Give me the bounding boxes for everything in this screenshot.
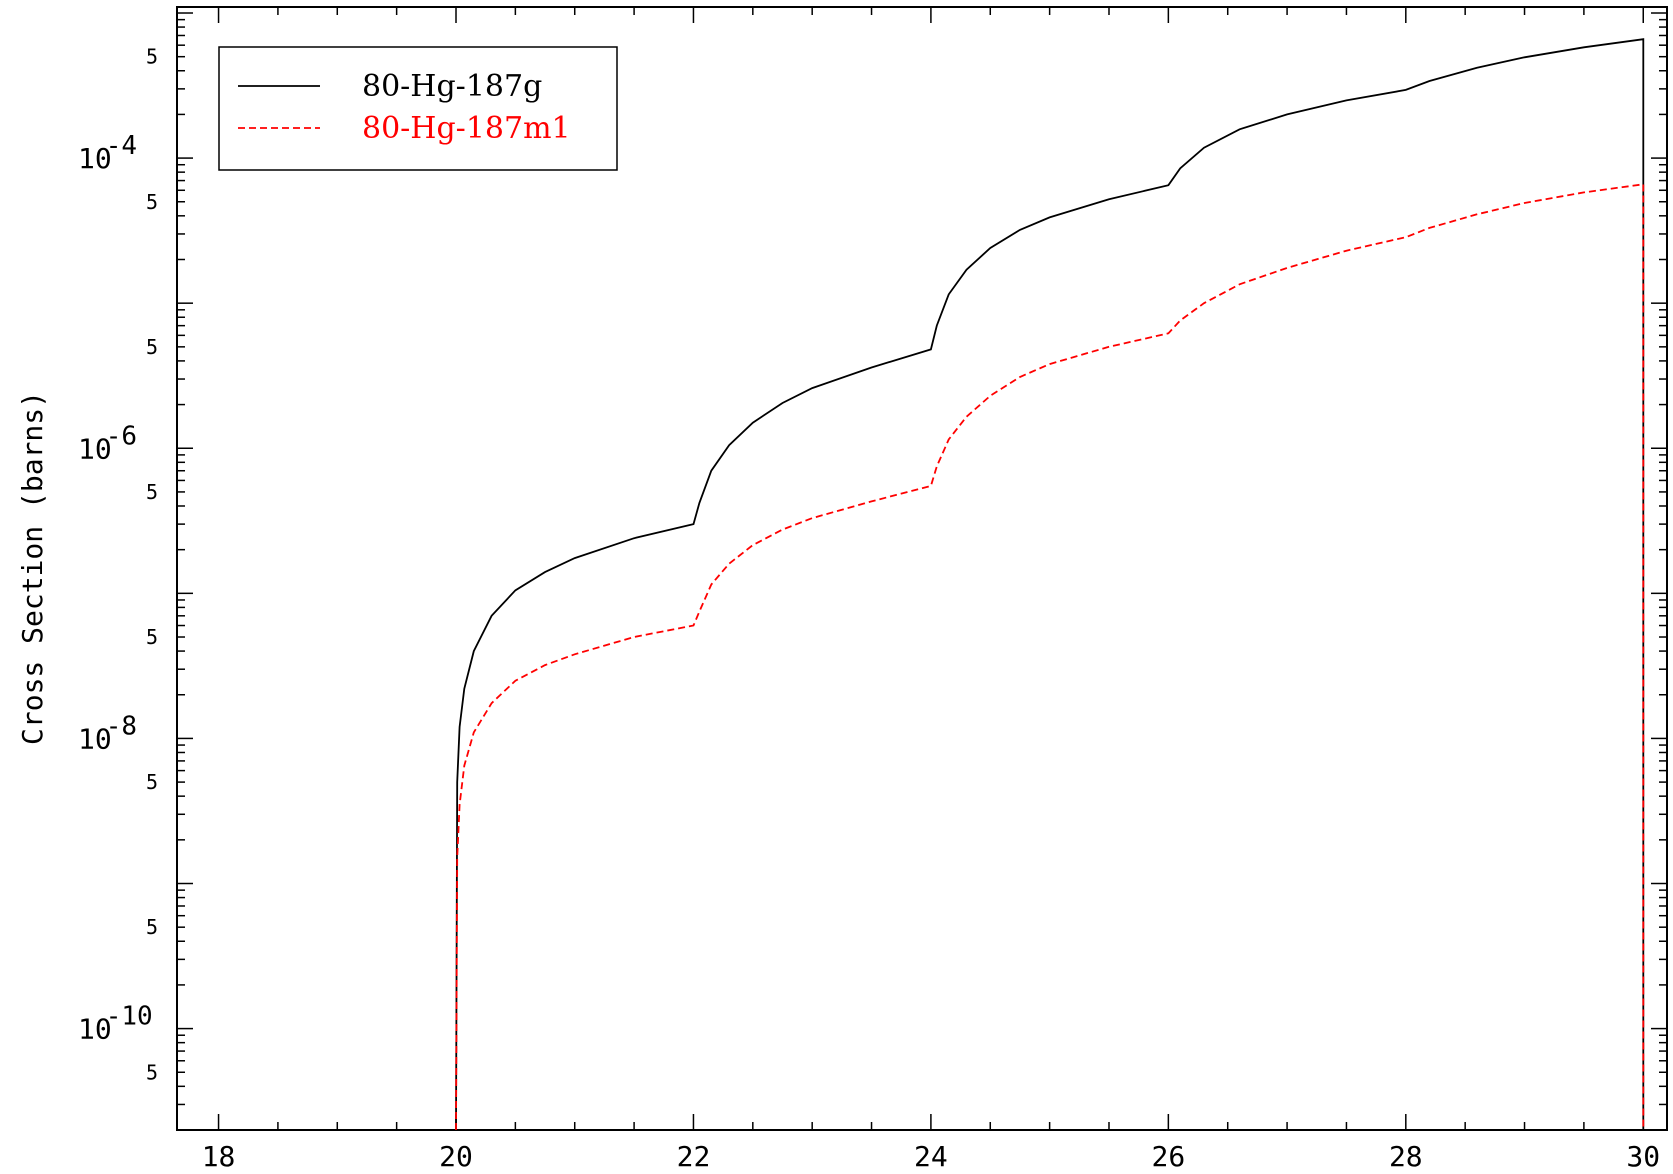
series-group (455, 38, 1645, 1131)
y-five-label: 5 (146, 190, 158, 214)
series-line-hg187g (455, 38, 1645, 1131)
y-decade-exponent: -8 (106, 711, 137, 741)
legend: 80-Hg-187g 80-Hg-187m1 (218, 46, 618, 171)
x-tick-label: 22 (677, 1140, 711, 1173)
y-axis-title: Cross Section (barns) (16, 391, 49, 745)
series-line-hg187m1 (455, 183, 1645, 1131)
y-decade-label: 10-10 (78, 1002, 153, 1046)
y-five-label: 5 (146, 335, 158, 359)
x-tick-labels: 18 20 22 24 26 28 30 (202, 1140, 1660, 1173)
y-decade-base: 10 (78, 722, 112, 755)
legend-label: 80-Hg-187g (362, 69, 542, 104)
plot-frame (176, 6, 1668, 1131)
y-decade-base: 10 (78, 142, 112, 175)
y-five-label: 5 (146, 915, 158, 939)
y-five-label: 5 (146, 480, 158, 504)
x-tick-label: 28 (1389, 1140, 1423, 1173)
y-decade-exponent: -6 (106, 421, 137, 451)
y-decade-label: 10-6 (78, 421, 137, 465)
y-decade-exponent: -10 (106, 1002, 153, 1032)
x-tick-label: 26 (1151, 1140, 1185, 1173)
legend-box (218, 46, 618, 171)
x-tick-label: 24 (914, 1140, 948, 1173)
y-decade-exponent: -4 (106, 131, 137, 161)
y-decade-label: 10-8 (78, 711, 137, 755)
y-decade-label: 10-4 (78, 131, 137, 175)
y-five-label: 5 (146, 45, 158, 69)
axis-ticks (177, 7, 1667, 1131)
y-decade-base: 10 (78, 432, 112, 465)
y-decade-base: 10 (78, 1013, 112, 1046)
y-five-label: 5 (146, 1060, 158, 1084)
x-tick-label: 30 (1626, 1140, 1660, 1173)
y-five-label: 5 (146, 770, 158, 794)
x-tick-label: 18 (202, 1140, 236, 1173)
legend-label: 80-Hg-187m1 (362, 111, 571, 146)
y-five-label: 5 (146, 625, 158, 649)
x-tick-label: 20 (439, 1140, 473, 1173)
